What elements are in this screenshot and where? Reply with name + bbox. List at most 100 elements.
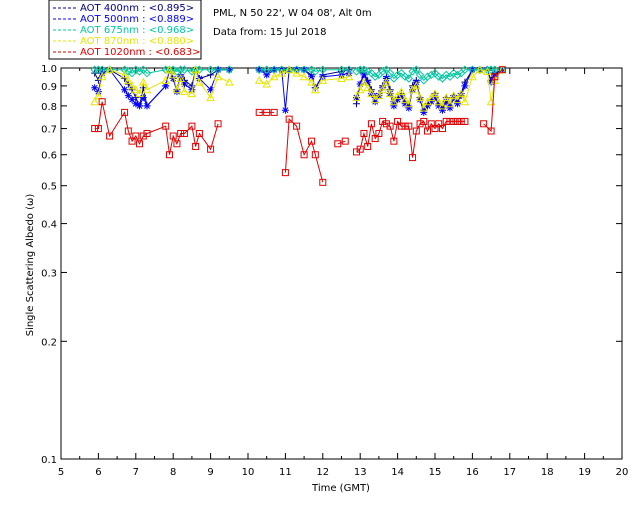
data-point (431, 94, 439, 102)
data-point (460, 65, 470, 74)
data-point (408, 67, 417, 76)
data-point (269, 72, 279, 81)
data-point (180, 87, 189, 96)
x-tick-label: 8 (170, 467, 176, 478)
data-point (263, 108, 271, 116)
data-point (363, 67, 372, 76)
data-point (397, 92, 405, 100)
data-point (352, 93, 361, 102)
data-point (187, 67, 197, 76)
y-tick-label: 0.1 (41, 455, 57, 466)
data-point (490, 65, 500, 74)
data-point (254, 75, 264, 84)
data-point (393, 91, 402, 100)
data-point (375, 129, 383, 137)
date-info: Data from: 15 Jul 2018 (213, 27, 326, 38)
data-point (136, 102, 144, 110)
data-point (426, 93, 436, 102)
data-point (356, 145, 364, 153)
data-point (438, 101, 447, 110)
data-point (162, 82, 170, 90)
data-point (172, 85, 182, 94)
data-point (404, 99, 414, 108)
data-point (165, 151, 173, 159)
data-point (427, 120, 435, 128)
data-point (173, 88, 181, 96)
data-point (224, 77, 234, 86)
data-point (94, 91, 103, 100)
data-point (385, 68, 395, 78)
data-point (225, 65, 234, 74)
data-point (446, 117, 454, 125)
data-point (370, 95, 380, 104)
data-point (195, 77, 204, 86)
data-point (319, 178, 327, 186)
data-point (393, 70, 402, 80)
legend-label: AOT 500nm : <0.889> (80, 14, 194, 25)
data-point (386, 122, 394, 130)
data-point (143, 102, 151, 110)
data-point (206, 65, 215, 74)
data-point (277, 68, 286, 77)
data-point (127, 81, 137, 90)
data-point (408, 85, 417, 94)
data-point (352, 94, 360, 102)
y-tick-label: 0.8 (41, 102, 57, 113)
x-tick-label: 14 (391, 467, 404, 478)
data-point (456, 89, 466, 98)
data-point (94, 125, 102, 133)
data-point (270, 108, 278, 116)
x-tick-label: 10 (242, 467, 255, 478)
data-point (128, 96, 136, 104)
data-point (401, 122, 409, 130)
data-point (359, 65, 369, 74)
data-point (491, 71, 499, 79)
data-point (311, 151, 319, 159)
data-point (442, 98, 450, 106)
data-point (352, 67, 361, 76)
data-point (124, 127, 132, 135)
data-point (188, 122, 196, 130)
data-point (449, 91, 459, 100)
data-point (136, 140, 144, 148)
data-point (438, 125, 446, 133)
data-point (359, 77, 369, 86)
data-point (415, 70, 425, 80)
data-point (168, 70, 178, 79)
data-point (195, 129, 203, 137)
data-point (360, 129, 368, 137)
data-point (180, 65, 189, 74)
data-point (370, 72, 380, 81)
data-point (214, 120, 222, 128)
data-point (461, 82, 469, 90)
data-point (262, 79, 272, 88)
data-point (135, 67, 144, 76)
data-point (461, 117, 469, 125)
data-point (356, 80, 364, 88)
data-point (352, 100, 360, 108)
data-point (299, 72, 309, 81)
data-point (263, 71, 271, 79)
x-tick-label: 15 (429, 467, 442, 478)
data-point (121, 86, 129, 94)
data-point (120, 65, 129, 74)
data-point (431, 125, 439, 133)
data-point (367, 89, 376, 98)
series-line (356, 69, 503, 110)
data-point (293, 122, 301, 130)
data-point (394, 96, 402, 104)
data-point (404, 74, 414, 83)
data-point (176, 65, 185, 74)
data-point (139, 94, 147, 102)
series-4 (91, 66, 506, 186)
x-axis-label: Time (GMT) (311, 483, 370, 494)
data-point (367, 120, 375, 128)
data-point (420, 117, 428, 125)
data-point (453, 100, 461, 108)
data-point (423, 97, 432, 106)
y-tick-label: 0.2 (41, 337, 57, 348)
data-point (390, 102, 398, 110)
y-tick-label: 0.9 (41, 82, 57, 93)
data-point (173, 140, 181, 148)
